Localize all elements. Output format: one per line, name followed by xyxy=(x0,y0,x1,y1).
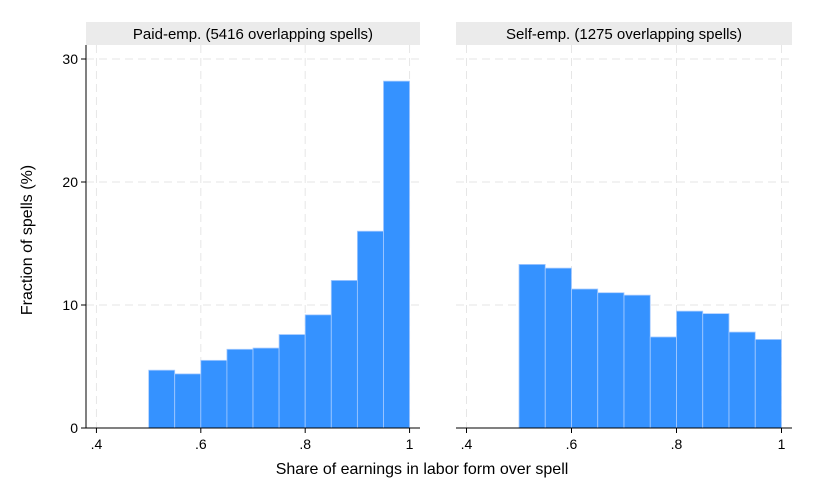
histogram-bar xyxy=(649,336,677,429)
y-tick-label: 0 xyxy=(70,420,78,436)
panel-header xyxy=(456,22,792,45)
histogram-bar xyxy=(330,279,358,429)
x-tick-label: .4 xyxy=(91,436,103,452)
x-tick-label: .6 xyxy=(566,436,578,452)
histogram-bar xyxy=(518,264,546,429)
panel-title: Self-emp. (1275 overlapping spells) xyxy=(506,26,742,43)
histogram-bar xyxy=(252,347,280,429)
panel-paid-emp: Paid-emp. (5416 overlapping spells) 0 10 20… xyxy=(62,22,420,452)
x-tick-label: .4 xyxy=(461,436,473,452)
histogram-bar xyxy=(702,313,730,429)
histogram-bar xyxy=(383,80,410,429)
y-tick-label: 30 xyxy=(62,51,78,67)
histogram-bar xyxy=(597,292,625,429)
histogram-bar xyxy=(571,288,599,429)
histogram-bar xyxy=(304,314,332,429)
x-tick-label: .6 xyxy=(195,436,207,452)
y-tick-label: 10 xyxy=(62,297,78,313)
panel-header xyxy=(86,22,420,45)
histogram-bar xyxy=(676,310,704,429)
x-tick-label: .8 xyxy=(299,436,311,452)
x-tick-label: .8 xyxy=(671,436,683,452)
histogram-bar xyxy=(226,348,254,429)
x-axis-label: Share of earnings in labor form over spe… xyxy=(276,461,569,478)
histogram-bar xyxy=(148,369,176,429)
y-axis-label: Fraction of spells (%) xyxy=(19,165,36,315)
panel-self-emp: Self-emp. (1275 overlapping spells) .4 .6.… xyxy=(456,22,792,452)
x-tick-label: 1 xyxy=(406,436,414,452)
histogram-bar xyxy=(728,331,756,429)
histogram-bar xyxy=(356,230,384,429)
histogram-bar xyxy=(544,267,572,429)
histogram-bar xyxy=(623,294,651,429)
histogram-bar xyxy=(278,334,306,429)
panel-title: Paid-emp. (5416 overlapping spells) xyxy=(133,26,373,43)
histogram-bar xyxy=(174,373,202,429)
x-tick-label: 1 xyxy=(778,436,786,452)
histogram-bar xyxy=(200,359,228,429)
y-tick-label: 20 xyxy=(62,174,78,190)
panels: Paid-emp. (5416 overlapping spells) 0 10 20… xyxy=(62,22,792,452)
histogram-bar xyxy=(754,339,782,429)
